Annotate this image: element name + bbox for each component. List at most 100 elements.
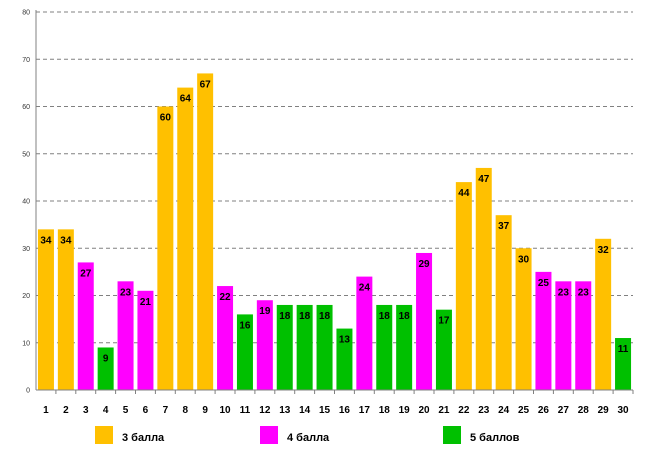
bar	[77, 262, 94, 390]
data-label: 18	[399, 311, 411, 322]
x-tick-label: 29	[598, 405, 610, 416]
data-label: 18	[279, 311, 291, 322]
legend-swatch	[443, 426, 461, 444]
data-label: 47	[478, 174, 490, 185]
bar	[117, 281, 134, 390]
legend-swatch	[260, 426, 278, 444]
data-label: 32	[598, 245, 610, 256]
bar	[356, 276, 373, 390]
data-label: 30	[518, 254, 530, 265]
data-label: 29	[418, 259, 430, 270]
bar	[57, 229, 74, 390]
x-tick-label: 1	[43, 405, 49, 416]
x-tick-label: 2	[63, 405, 69, 416]
y-axis: 0 10 20 30 40 50 60 70 80	[22, 10, 37, 395]
data-label: 21	[140, 297, 152, 308]
data-label: 60	[160, 113, 172, 124]
x-tick-label: 27	[558, 405, 570, 416]
bar	[575, 281, 592, 390]
x-tick-label: 16	[339, 405, 351, 416]
legend: 3 балла 4 балла 5 баллов	[95, 426, 520, 444]
bar	[535, 271, 552, 390]
legend-label: 5 баллов	[470, 432, 520, 444]
y-tick-label: 50	[22, 151, 30, 158]
data-label: 34	[60, 235, 72, 246]
x-tick-label: 26	[538, 405, 550, 416]
y-tick-label: 60	[22, 104, 30, 111]
data-label: 25	[538, 278, 550, 289]
bar	[276, 304, 293, 390]
bar	[97, 347, 114, 390]
x-tick-label: 7	[163, 405, 169, 416]
data-label: 17	[438, 316, 450, 327]
data-label: 13	[339, 335, 351, 346]
data-label: 44	[458, 188, 470, 199]
data-label: 34	[40, 235, 52, 246]
bar	[37, 229, 54, 390]
bar	[256, 300, 273, 390]
bar	[495, 215, 512, 390]
x-tick-label: 8	[182, 405, 188, 416]
y-tick-label: 0	[26, 388, 30, 395]
bar	[376, 304, 393, 390]
legend-label: 3 балла	[122, 432, 165, 444]
data-label: 18	[379, 311, 391, 322]
x-tick-label: 11	[240, 405, 251, 416]
x-tick-label: 19	[399, 405, 411, 416]
x-tick-label: 30	[617, 405, 629, 416]
data-label: 18	[299, 311, 311, 322]
x-axis: 1 2 3 4 5 6 7 8 9 10 11 12 13 14 15 16 17 18 19 20 21 22 23 24 2…	[36, 389, 634, 416]
x-tick-label: 3	[83, 405, 89, 416]
y-tick-label: 20	[22, 293, 30, 300]
bar	[475, 167, 492, 390]
bar	[416, 252, 433, 390]
x-tick-label: 12	[259, 405, 271, 416]
x-tick-label: 5	[123, 405, 129, 416]
bar	[316, 304, 333, 390]
bar	[615, 338, 632, 390]
y-tick-label: 70	[22, 57, 30, 64]
bar	[396, 304, 413, 390]
data-label: 22	[219, 292, 231, 303]
bars: 34 34 27 9 23 21 60 64 67 22 16 19 18 18 18 13 24 18 18 29 1…	[37, 73, 632, 391]
data-label: 64	[180, 94, 192, 105]
x-tick-label: 25	[518, 405, 530, 416]
data-label: 19	[259, 306, 271, 317]
data-label: 23	[558, 287, 570, 298]
legend-label: 4 балла	[287, 432, 330, 444]
data-label: 24	[359, 283, 371, 294]
x-tick-label: 9	[202, 405, 208, 416]
bar	[515, 248, 532, 390]
bar	[236, 314, 253, 390]
data-label: 37	[498, 221, 510, 232]
bar	[336, 328, 353, 390]
x-tick-label: 20	[418, 405, 430, 416]
bar	[435, 309, 452, 390]
y-tick-label: 30	[22, 246, 30, 253]
data-label: 18	[319, 311, 331, 322]
y-tick-label: 80	[22, 10, 30, 17]
bar	[595, 238, 612, 390]
bar	[137, 290, 154, 390]
x-tick-label: 4	[103, 405, 109, 416]
data-label: 23	[120, 287, 132, 298]
y-tick-label: 10	[22, 340, 30, 347]
x-tick-label: 17	[359, 405, 371, 416]
data-label: 67	[200, 79, 212, 90]
data-label: 9	[103, 353, 109, 364]
x-tick-label: 24	[498, 405, 510, 416]
x-tick-label: 21	[438, 405, 450, 416]
bar	[217, 286, 234, 390]
x-tick-label: 23	[478, 405, 490, 416]
legend-swatch	[95, 426, 113, 444]
x-tick-label: 13	[279, 405, 291, 416]
x-tick-label: 22	[458, 405, 470, 416]
x-tick-label: 10	[219, 405, 231, 416]
bar	[555, 281, 572, 390]
bar	[296, 304, 313, 390]
x-tick-label: 14	[299, 405, 311, 416]
x-tick-label: 15	[319, 405, 331, 416]
y-tick-label: 40	[22, 199, 30, 206]
